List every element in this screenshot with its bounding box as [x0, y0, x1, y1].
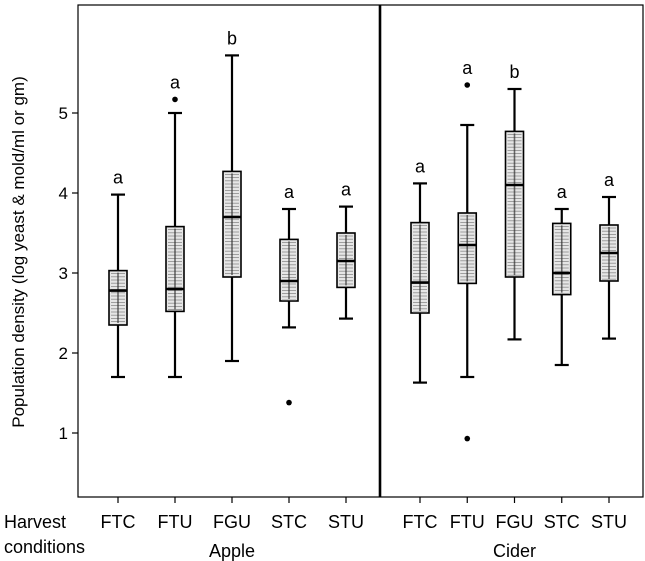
- cider-box-stu: a: [599, 170, 619, 340]
- significance-letter: b: [227, 28, 237, 48]
- data-texture: [111, 272, 125, 323]
- outlier-point: [172, 96, 178, 103]
- cider-box-fgu: b: [504, 62, 525, 341]
- x-axis-prefix-line1: Harvest: [4, 512, 66, 532]
- y-axis-label: Population density (log yeast & mold/ml …: [9, 76, 28, 428]
- apple-box-ftc: a: [108, 168, 128, 379]
- outlier-point: [286, 399, 292, 406]
- x-category-label: FTC: [101, 512, 136, 532]
- plot-border: [77, 4, 644, 498]
- y-tick-label: 5: [59, 104, 68, 123]
- plot-frame: [77, 4, 644, 498]
- data-texture: [413, 224, 427, 313]
- significance-letter: b: [509, 62, 519, 82]
- x-category-label: FGU: [496, 512, 534, 532]
- x-category-label: FTU: [158, 512, 193, 532]
- x-category-label: FGU: [213, 512, 251, 532]
- outlier-point: [464, 82, 471, 88]
- significance-letter: a: [284, 182, 295, 202]
- cider-box-ftc: a: [410, 156, 430, 384]
- data-texture: [225, 173, 239, 275]
- apple-box-stu: a: [336, 180, 356, 320]
- significance-letter: a: [415, 156, 426, 176]
- significance-letter: a: [604, 170, 615, 190]
- box-series: a a b a a a a b a a: [108, 28, 619, 442]
- data-texture: [554, 225, 569, 295]
- cider-box-stc: a: [551, 182, 572, 367]
- data-texture: [460, 215, 475, 282]
- panel-label-cider: Cider: [493, 541, 536, 561]
- y-tick-label: 4: [59, 184, 68, 203]
- data-texture: [168, 228, 182, 311]
- significance-letter: a: [170, 72, 181, 92]
- y-tick-label: 3: [59, 264, 68, 283]
- x-category-label: FTC: [403, 512, 438, 532]
- apple-box-fgu: b: [222, 28, 242, 363]
- x-category-label: STC: [544, 512, 580, 532]
- x-axis-prefix-line2: conditions: [4, 537, 85, 557]
- apple-box-ftu: a: [165, 72, 185, 379]
- x-axis: Harvest conditions FTC FTU FGU STC STU Apple F…: [4, 497, 627, 561]
- cider-box-ftu: a: [457, 58, 478, 442]
- apple-box-stc: a: [279, 182, 299, 406]
- significance-letter: a: [557, 182, 568, 202]
- significance-letter: a: [462, 58, 473, 78]
- x-category-label: STC: [271, 512, 307, 532]
- y-axis: Population density (log yeast & mold/ml …: [9, 76, 78, 443]
- y-tick-label: 1: [59, 424, 68, 443]
- x-category-label: STU: [328, 512, 364, 532]
- y-tick-label: 2: [59, 344, 68, 363]
- outlier-point: [464, 435, 471, 442]
- panel-label-apple: Apple: [209, 541, 255, 561]
- x-category-label: STU: [591, 512, 627, 532]
- data-texture: [507, 133, 522, 276]
- x-category-label: FTU: [450, 512, 485, 532]
- significance-letter: a: [113, 168, 124, 188]
- significance-letter: a: [341, 180, 352, 200]
